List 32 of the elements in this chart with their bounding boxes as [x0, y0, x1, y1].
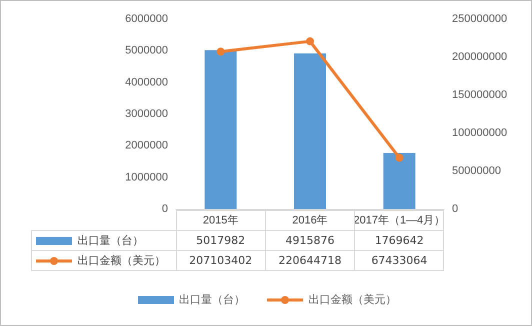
point	[395, 154, 404, 162]
y2-tick-label: 150000000	[452, 89, 508, 101]
x-tick-label: 2017年（1—4月）	[353, 214, 446, 226]
x-tick-label: 2016年	[292, 214, 328, 226]
y2-tick-label: 250000000	[452, 13, 508, 25]
y-tick-label: 0	[162, 203, 168, 215]
y-tick-label: 6000000	[125, 13, 168, 25]
data-label: 67433064	[354, 250, 444, 270]
legend-label: 出口金额（美元）	[78, 254, 166, 267]
y-tick-label: 4000000	[125, 76, 168, 88]
y2-tick-label: 0	[452, 203, 458, 215]
legend-label: 出口量（台）	[78, 234, 144, 247]
bar	[294, 53, 326, 209]
data-label: 220644718	[265, 250, 355, 270]
data-label: 5017982	[176, 230, 266, 250]
point	[306, 37, 314, 46]
x-tick-label: 2015年	[202, 214, 238, 226]
data-label: 1769642	[354, 230, 444, 250]
y-tick-label: 3000000	[125, 108, 168, 120]
bar	[204, 50, 237, 209]
text: 出口金额（美元）	[308, 293, 396, 306]
bar	[383, 152, 416, 209]
y-tick-label: 2000000	[125, 140, 168, 152]
y2-tick-label: 200000000	[452, 51, 508, 63]
y2-tick-label: 100000000	[452, 127, 508, 139]
text: 出口量（台）	[179, 293, 245, 306]
data-label: 207103402	[176, 250, 266, 270]
y-tick-label: 5000000	[125, 44, 168, 57]
y2-tick-label: 50000000	[452, 165, 501, 177]
point	[216, 48, 225, 56]
data-label: 4915876	[265, 230, 355, 250]
y-tick-label: 1000000	[125, 171, 168, 184]
